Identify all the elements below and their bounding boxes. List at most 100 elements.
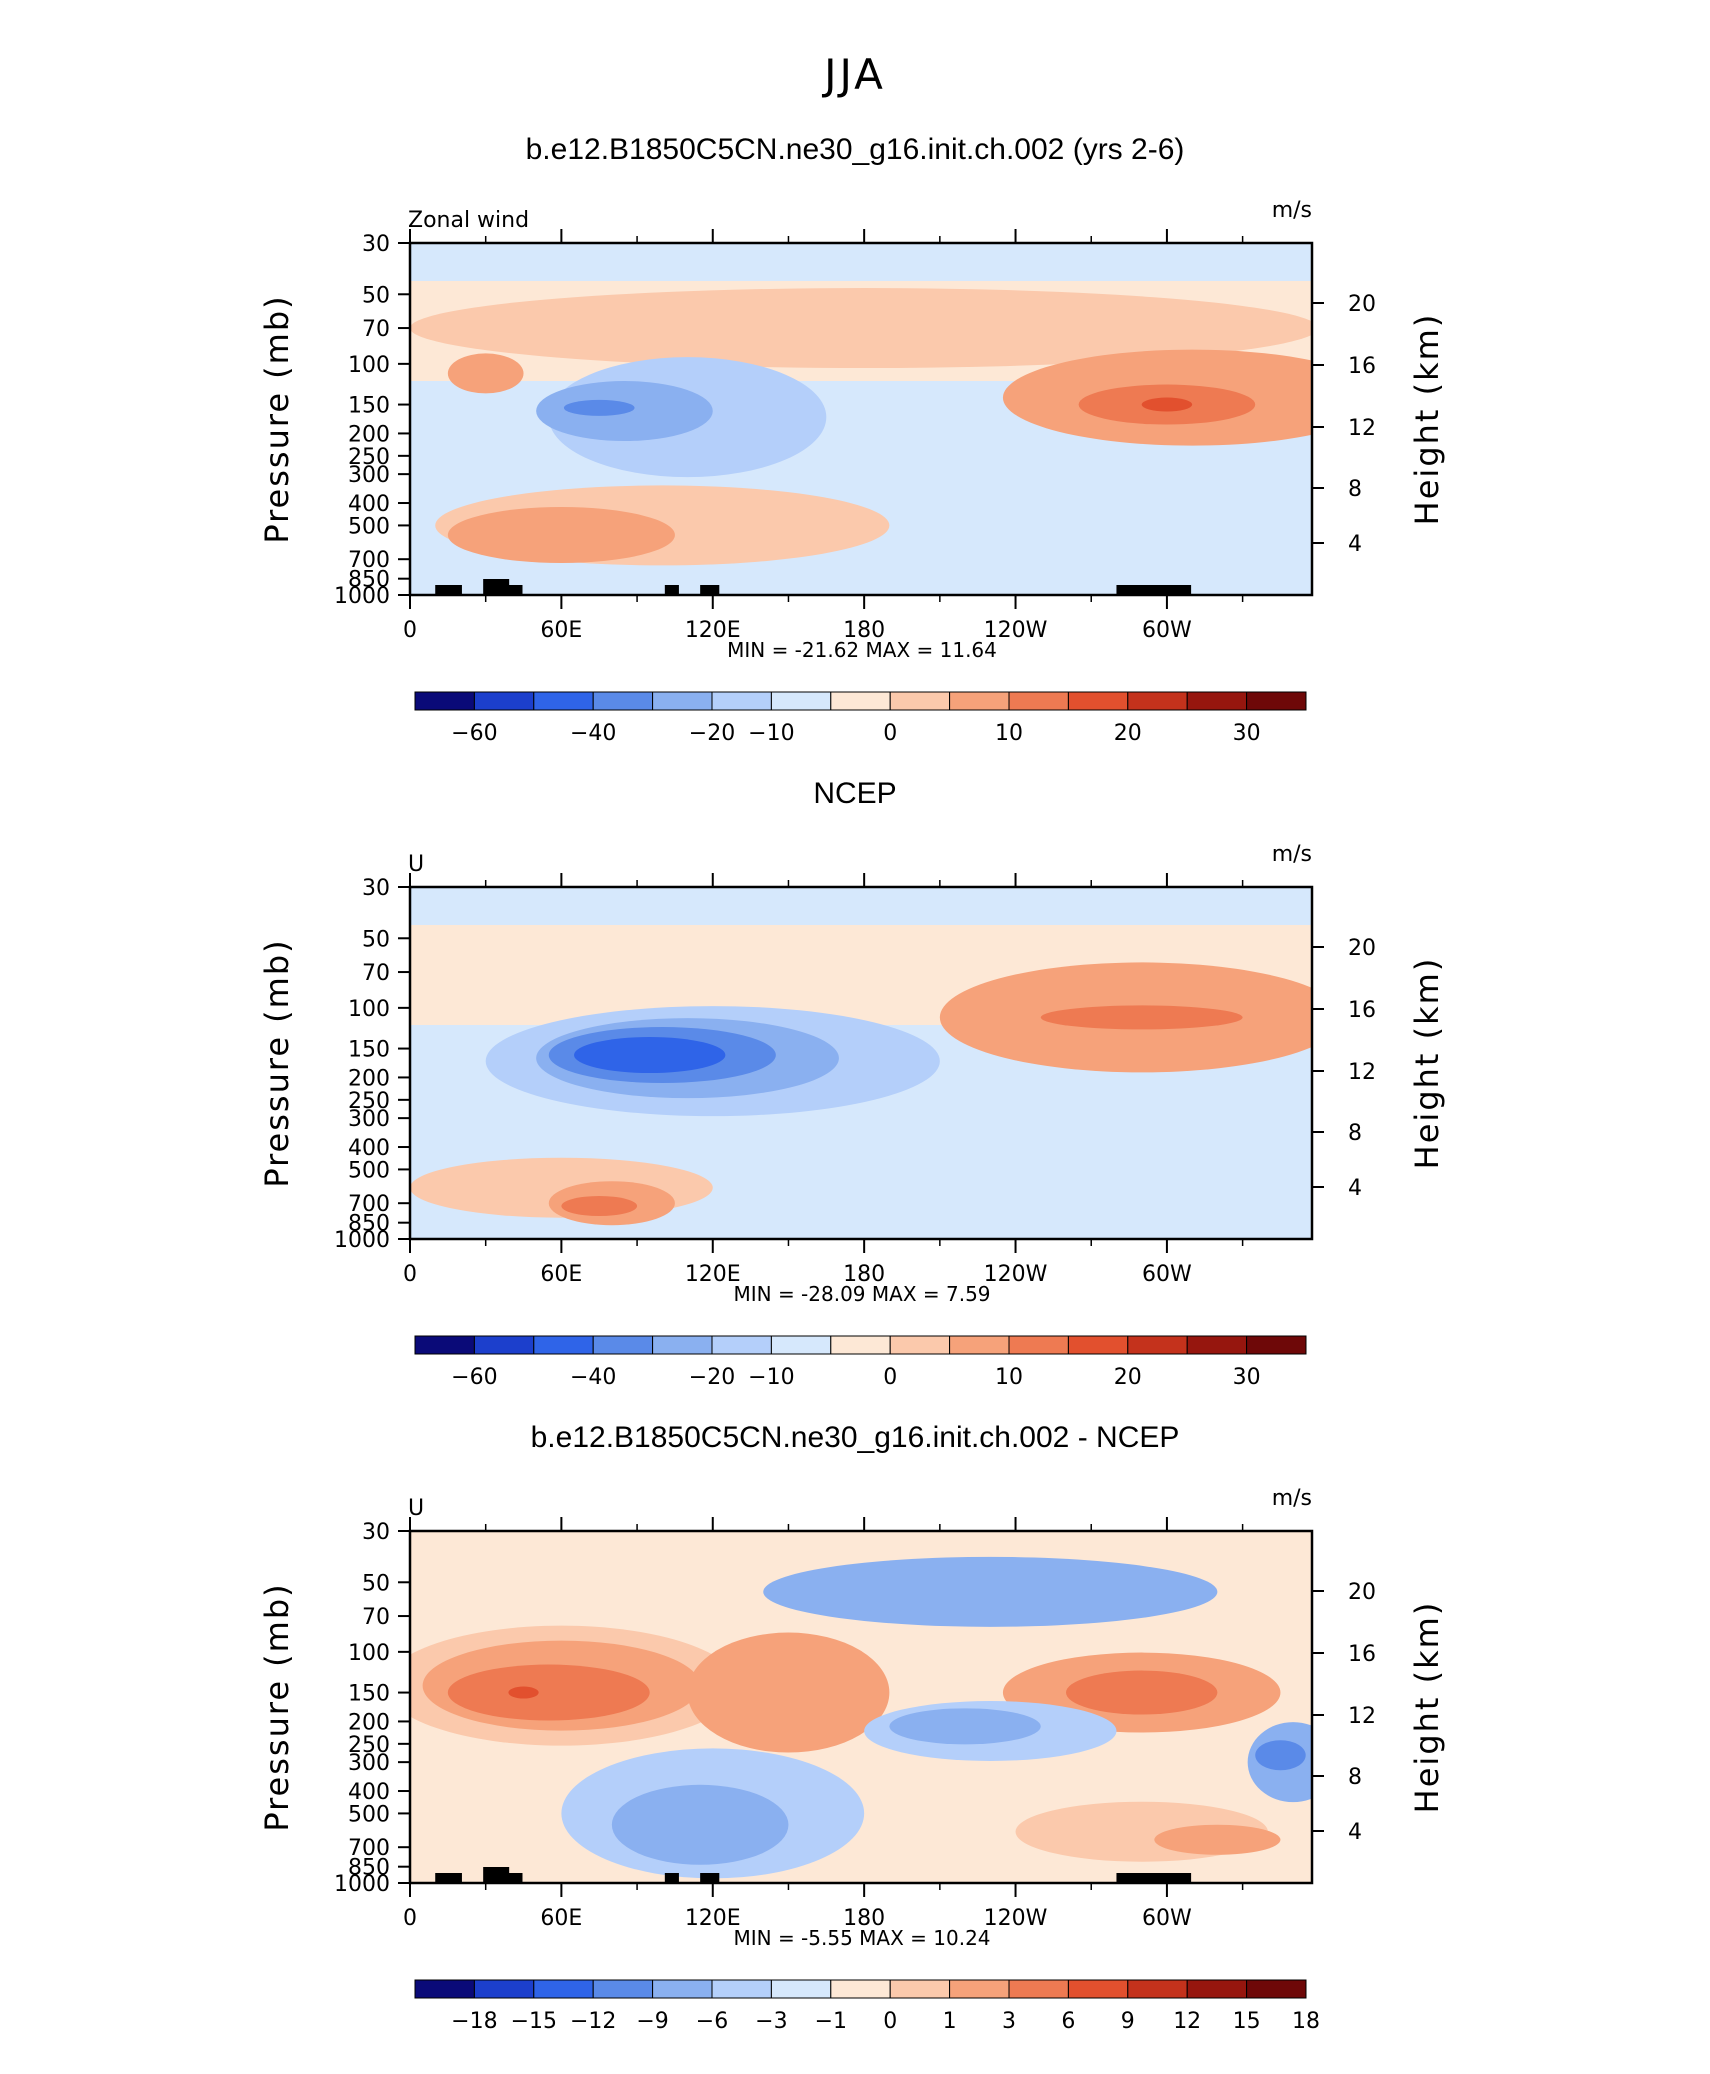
colorbar-label: −12 bbox=[570, 2009, 616, 2034]
contour-region bbox=[561, 1196, 638, 1217]
colorbar-swatch bbox=[1127, 1335, 1188, 1355]
colorbar-swatch bbox=[889, 1335, 951, 1355]
plot-frame bbox=[408, 885, 1314, 1241]
colorbar-swatch bbox=[652, 1335, 713, 1355]
colorbar-swatch bbox=[1186, 691, 1248, 711]
y-tick-label: 300 bbox=[348, 1751, 390, 1776]
y-tick-label: 200 bbox=[348, 1066, 390, 1091]
colorbar-swatch bbox=[711, 1335, 772, 1355]
colorbar-swatch bbox=[473, 691, 535, 711]
colorbar-swatch bbox=[949, 691, 1010, 711]
y-tick-label: 300 bbox=[348, 1107, 390, 1132]
y2-tick-label: 8 bbox=[1348, 477, 1362, 502]
y2-axis-label: Height (km) bbox=[1408, 313, 1446, 526]
contour-region bbox=[563, 399, 635, 416]
colorbar-label: −6 bbox=[696, 2009, 728, 2034]
colorbar-swatch bbox=[1127, 1979, 1188, 1999]
colorbar-swatch bbox=[711, 1979, 772, 1999]
y-tick-label: 850 bbox=[348, 1212, 390, 1237]
colorbar-label: 1 bbox=[943, 2009, 957, 2034]
panel-model: b.e12.B1850C5CN.ne30_g16.init.ch.002 (yr… bbox=[0, 133, 1710, 778]
y-tick-label: 50 bbox=[362, 283, 390, 308]
contour-region bbox=[687, 1632, 890, 1753]
colorbar-label: 0 bbox=[883, 2009, 897, 2034]
topography-mask bbox=[700, 585, 720, 595]
y-tick-label: 70 bbox=[362, 1605, 390, 1630]
contour-plot-ncep: 0 60E 120E 180 120W 60W3050701001502002503004… bbox=[258, 842, 1446, 1390]
y2-tick-label: 4 bbox=[1348, 1820, 1362, 1845]
colorbar-swatch bbox=[770, 1979, 832, 1999]
colorbar-swatch bbox=[1127, 691, 1188, 711]
topography-mask bbox=[483, 585, 518, 595]
topography-mask bbox=[700, 1873, 720, 1883]
y-tick-label: 250 bbox=[348, 445, 390, 470]
y-tick-label: 100 bbox=[348, 353, 390, 378]
colorbar-swatch bbox=[592, 691, 654, 711]
topography-mask bbox=[483, 1873, 518, 1883]
colorbar-swatch bbox=[830, 691, 891, 711]
y-tick-label: 300 bbox=[348, 463, 390, 488]
colorbar-swatch bbox=[1067, 691, 1129, 711]
plot-frame bbox=[408, 1529, 1314, 1885]
colorbar-swatch bbox=[473, 1335, 535, 1355]
colorbar-label: 18 bbox=[1292, 2009, 1320, 2034]
y-tick-label: 150 bbox=[348, 394, 390, 419]
colorbar-label: −20 bbox=[689, 1365, 735, 1390]
contour-region bbox=[447, 1664, 650, 1721]
y-tick-label: 500 bbox=[348, 514, 390, 539]
colorbar-swatch bbox=[414, 1979, 475, 1999]
plot-frame bbox=[408, 241, 1314, 597]
y-tick-label: 700 bbox=[348, 1192, 390, 1217]
x-tick-label: 180 bbox=[843, 1262, 885, 1287]
y-axis-label: Pressure (mb) bbox=[258, 938, 296, 1187]
y-tick-label: 700 bbox=[348, 548, 390, 573]
x-tick-label: 120W bbox=[984, 618, 1048, 643]
colorbar-swatch bbox=[889, 1979, 951, 1999]
min-max-stats: MIN = -21.62 MAX = 11.64 bbox=[727, 638, 997, 662]
topography-mask bbox=[664, 1873, 679, 1883]
y2-tick-label: 8 bbox=[1348, 1121, 1362, 1146]
colorbar-swatch bbox=[949, 1335, 1010, 1355]
colorbar-label: −20 bbox=[689, 721, 735, 746]
x-tick-label: 180 bbox=[843, 618, 885, 643]
contour-plot-difference: 0 60E 120E 180 120W 60W3050701001502002503004… bbox=[258, 1486, 1446, 2034]
y-tick-label: 850 bbox=[348, 1856, 390, 1881]
colorbar-swatch bbox=[711, 691, 772, 711]
colorbar-label: −40 bbox=[570, 1365, 616, 1390]
units-label: m/s bbox=[1272, 1486, 1312, 1511]
colorbar-label: −60 bbox=[451, 721, 497, 746]
colorbar-swatch bbox=[1008, 691, 1069, 711]
topography-mask bbox=[435, 1873, 462, 1883]
x-tick-label: 60W bbox=[1142, 618, 1192, 643]
y2-tick-label: 4 bbox=[1348, 1176, 1362, 1201]
contour-band bbox=[410, 887, 1312, 925]
y-tick-label: 100 bbox=[348, 1641, 390, 1666]
y2-tick-label: 20 bbox=[1348, 1580, 1376, 1605]
colorbar-swatch bbox=[1067, 1335, 1129, 1355]
topography-mask bbox=[483, 579, 510, 585]
x-tick-label: 0 bbox=[403, 1906, 417, 1931]
contour-region bbox=[447, 506, 675, 563]
colorbar-label: −10 bbox=[748, 721, 794, 746]
colorbar-swatch bbox=[1067, 1979, 1129, 1999]
x-tick-label: 60E bbox=[540, 1906, 582, 1931]
y-axis-label: Pressure (mb) bbox=[258, 294, 296, 543]
colorbar-swatch bbox=[533, 1979, 594, 1999]
x-tick-label: 120E bbox=[685, 1906, 741, 1931]
colorbar-label: −40 bbox=[570, 721, 616, 746]
contour-band bbox=[410, 1531, 1312, 1569]
y2-tick-label: 8 bbox=[1348, 1765, 1362, 1790]
y-tick-label: 30 bbox=[362, 1520, 390, 1545]
colorbar-label: 12 bbox=[1173, 2009, 1201, 2034]
y-tick-label: 70 bbox=[362, 317, 390, 342]
y-tick-label: 30 bbox=[362, 876, 390, 901]
colorbar-label: −10 bbox=[748, 1365, 794, 1390]
colorbar-swatch bbox=[830, 1979, 891, 1999]
colorbar-swatch bbox=[1186, 1335, 1248, 1355]
y2-tick-label: 16 bbox=[1348, 1642, 1376, 1667]
panel-difference: b.e12.B1850C5CN.ne30_g16.init.ch.002 - N… bbox=[0, 1421, 1710, 2066]
contour-region bbox=[1066, 1670, 1218, 1715]
contour-region bbox=[574, 1037, 726, 1074]
contour-field bbox=[410, 243, 1312, 595]
colorbar-label: −18 bbox=[451, 2009, 497, 2034]
